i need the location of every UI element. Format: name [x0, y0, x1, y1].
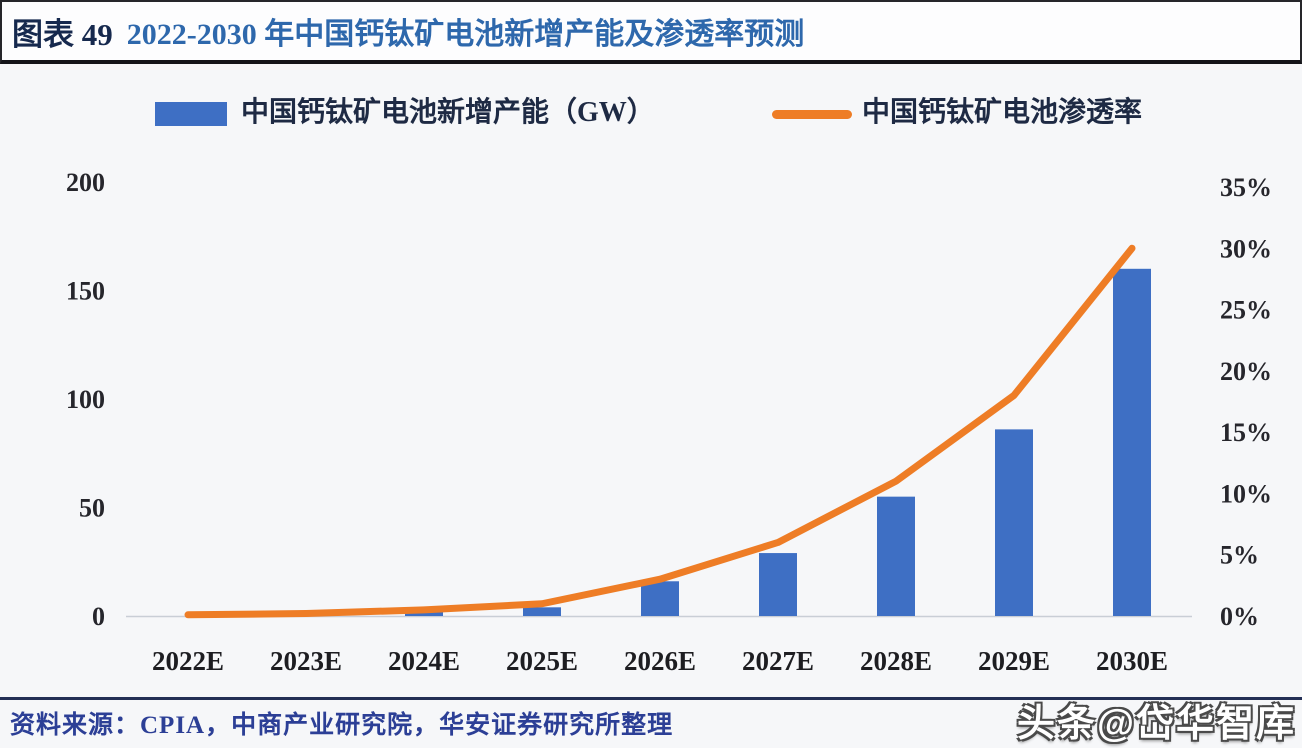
watermark: 头条@岱华智库: [1016, 703, 1296, 745]
x-axis-tick-label: 2030E: [1096, 646, 1168, 676]
x-axis-tick-label: 2029E: [978, 646, 1050, 676]
footer-divider: [0, 697, 1302, 700]
left-axis-tick-label: 200: [66, 168, 105, 197]
figure-header: 图表 49 2022-2030 年中国钙钛矿电池新增产能及渗透率预测: [0, 0, 1302, 64]
right-axis-tick-label: 35%: [1220, 173, 1272, 202]
bar-2028E: [877, 496, 915, 616]
right-axis-tick-label: 25%: [1220, 296, 1272, 325]
figure-number-label: 图表 49: [12, 16, 113, 52]
legend-line-swatch-icon: [772, 109, 852, 119]
bar-2029E: [995, 429, 1033, 616]
x-axis-tick-label: 2025E: [506, 646, 578, 676]
x-axis-tick-label: 2028E: [860, 646, 932, 676]
figure-title: 2022-2030 年中国钙钛矿电池新增产能及渗透率预测: [126, 18, 805, 51]
x-axis-tick-label: 2027E: [742, 646, 814, 676]
right-axis-tick-label: 5%: [1220, 541, 1259, 570]
x-axis-tick-label: 2024E: [388, 646, 460, 676]
bar-2030E: [1113, 268, 1151, 616]
left-axis-tick-label: 100: [66, 385, 105, 414]
bar-2025E: [523, 607, 561, 616]
left-axis-tick-label: 50: [79, 494, 105, 523]
right-axis-tick-label: 0%: [1220, 602, 1259, 631]
legend-bar-swatch-icon: [155, 102, 227, 126]
bar-2026E: [641, 581, 679, 616]
source-note: 资料来源：CPIA，中商产业研究院，华安证券研究所整理: [10, 712, 674, 739]
penetration-line: [184, 244, 1136, 619]
legend-penetration-label: 中国钙钛矿电池渗透率: [862, 97, 1143, 128]
x-axis-tick-label: 2022E: [152, 646, 224, 676]
x-axis-tick-label: 2026E: [624, 646, 696, 676]
right-axis-tick-label: 10%: [1220, 479, 1272, 508]
right-axis-tick-label: 15%: [1220, 418, 1272, 447]
right-axis-tick-label: 20%: [1220, 357, 1272, 386]
legend-item-penetration: 中国钙钛矿电池渗透率: [772, 98, 1142, 128]
bar-2027E: [759, 553, 797, 616]
right-axis-tick-label: 30%: [1220, 234, 1272, 263]
left-axis-tick-label: 0: [92, 602, 105, 631]
legend-item-capacity: 中国钙钛矿电池新增产能（GW）: [155, 98, 655, 128]
x-axis-tick-label: 2023E: [270, 646, 342, 676]
legend-capacity-label: 中国钙钛矿电池新增产能（GW）: [241, 97, 655, 128]
left-axis-tick-label: 150: [66, 277, 105, 306]
bar-2024E: [405, 611, 443, 616]
